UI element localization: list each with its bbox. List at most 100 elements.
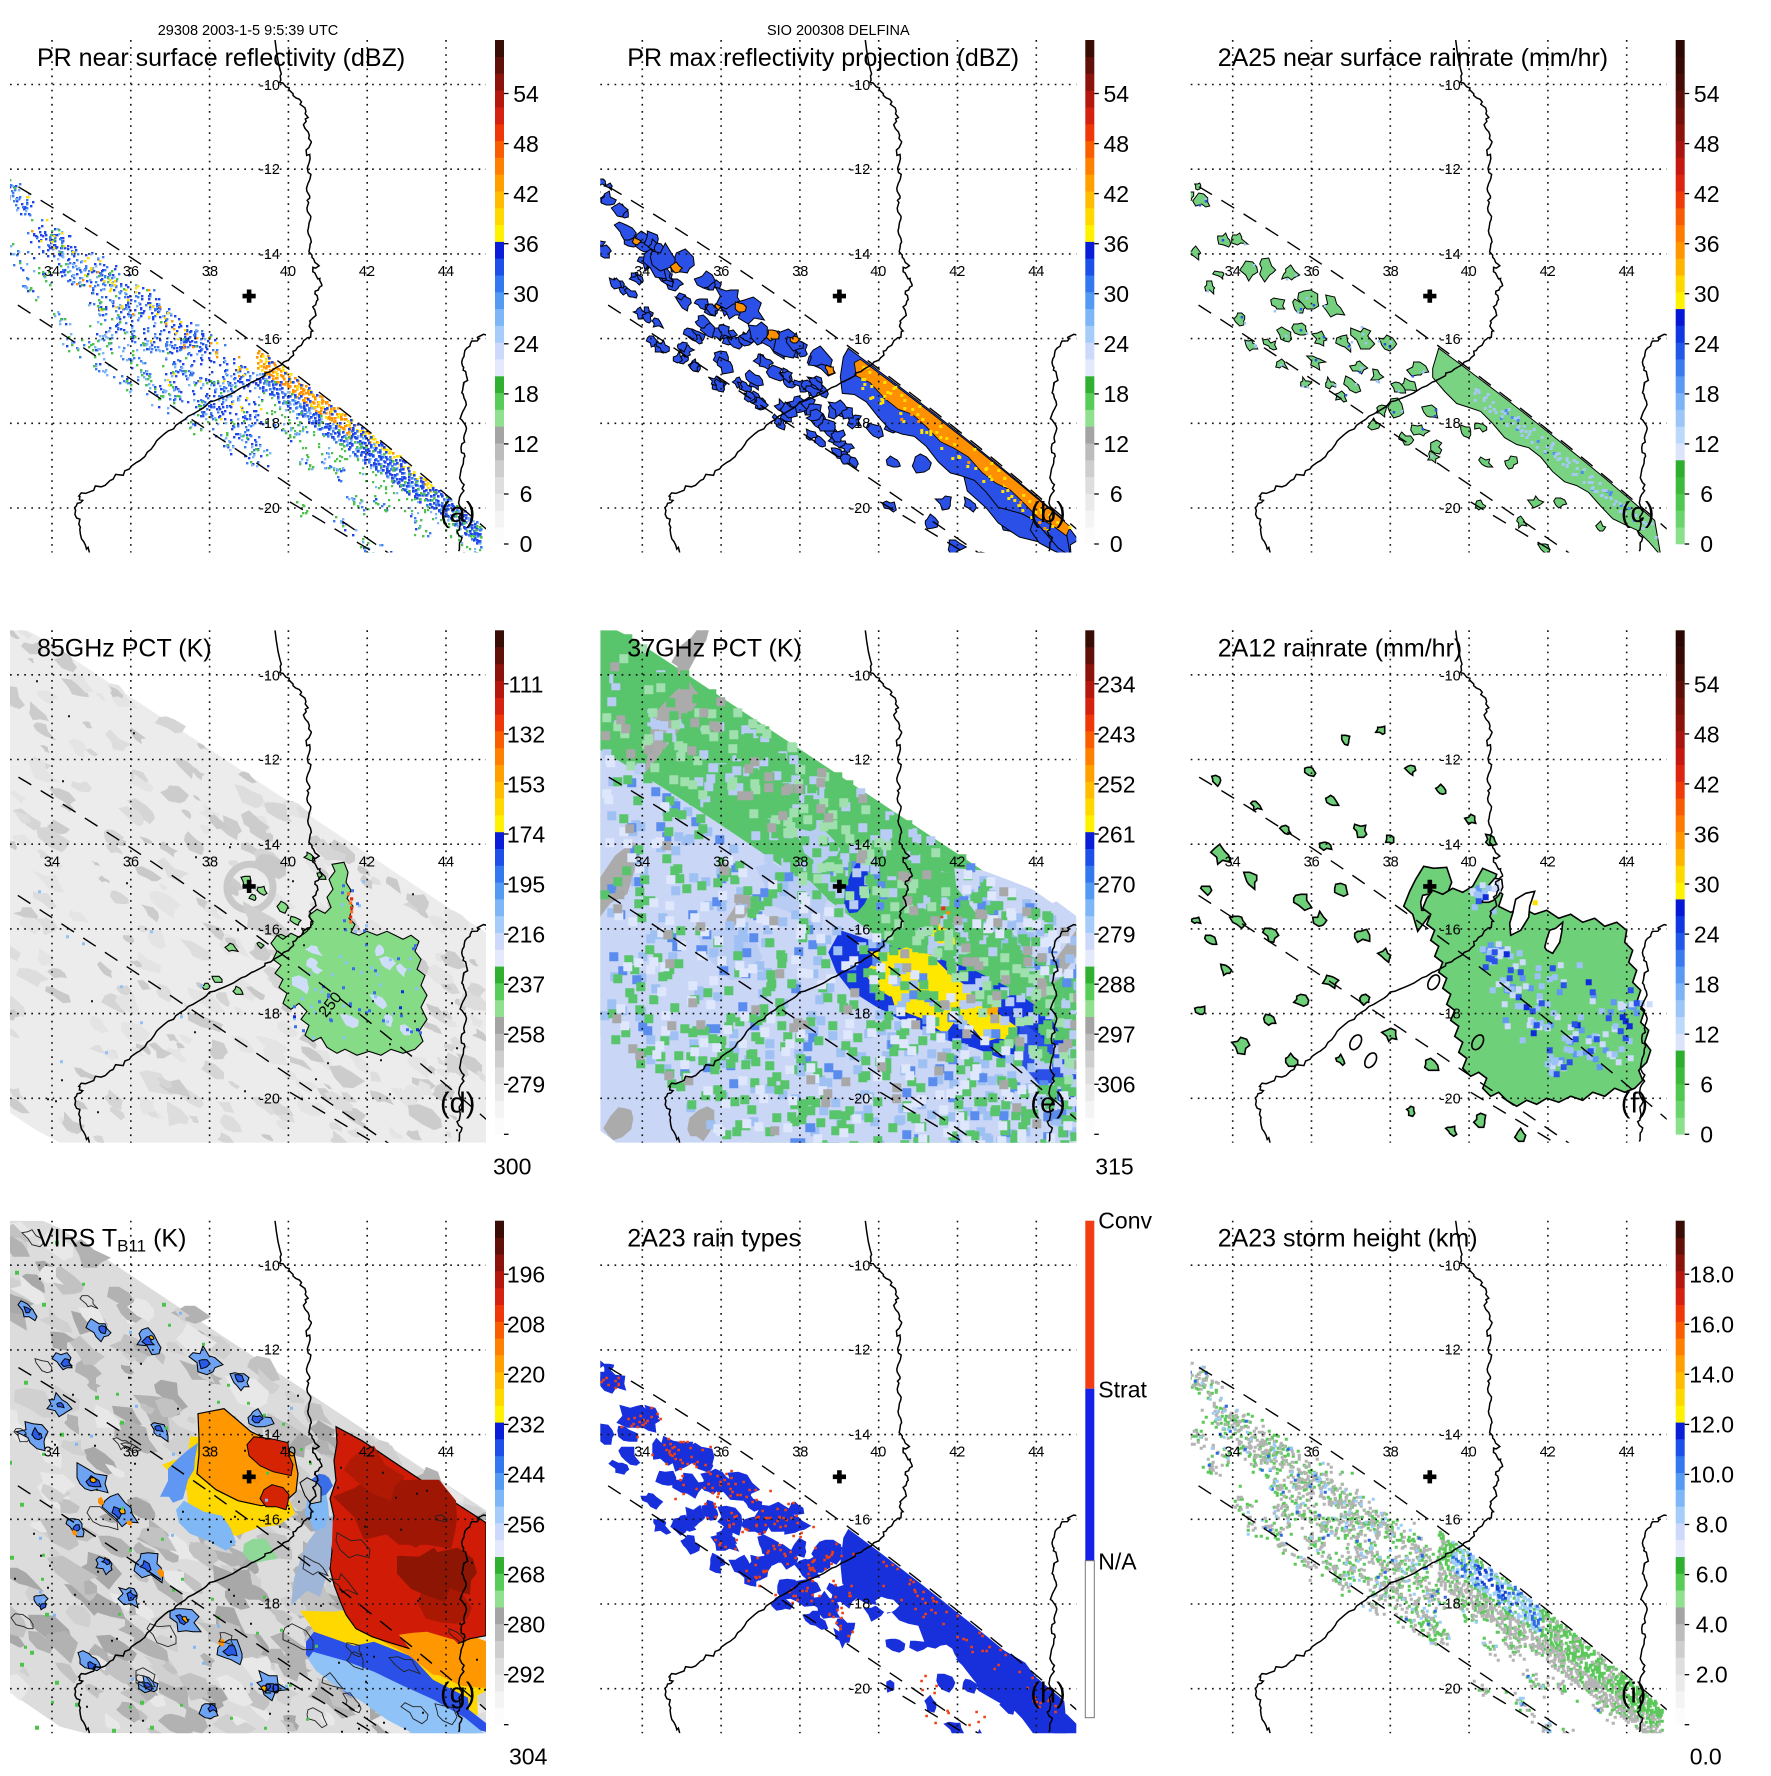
svg-text:18: 18: [513, 381, 539, 407]
svg-text:300: 300: [493, 1153, 531, 1179]
svg-text:280: 280: [507, 1612, 545, 1638]
svg-text:N/A: N/A: [1098, 1549, 1137, 1575]
svg-text:6: 6: [1700, 1071, 1713, 1097]
svg-text:12: 12: [1694, 1021, 1720, 1047]
svg-text:18: 18: [1694, 381, 1720, 407]
svg-text:36: 36: [1694, 231, 1720, 257]
svg-text:37GHz PCT (K): 37GHz PCT (K): [627, 634, 802, 662]
svg-text:(f): (f): [1621, 1087, 1648, 1119]
svg-text:8.0: 8.0: [1696, 1512, 1728, 1538]
svg-text:48: 48: [1104, 131, 1130, 157]
svg-text:252: 252: [1097, 771, 1135, 797]
svg-text:6: 6: [1700, 481, 1713, 507]
svg-text:24: 24: [1694, 921, 1720, 947]
svg-text:85GHz PCT (K): 85GHz PCT (K): [37, 634, 212, 662]
svg-text:216: 216: [507, 921, 545, 947]
svg-text:54: 54: [1104, 81, 1130, 107]
svg-text:(d): (d): [440, 1087, 475, 1119]
svg-text:261: 261: [1097, 821, 1135, 847]
svg-text:24: 24: [1104, 331, 1130, 357]
svg-text:42: 42: [1104, 181, 1130, 207]
svg-text:18: 18: [1694, 971, 1720, 997]
svg-text:48: 48: [1694, 131, 1720, 157]
svg-text:PR max reflectivity projection: PR max reflectivity projection (dBZ): [627, 44, 1019, 72]
svg-text:12.0: 12.0: [1689, 1412, 1734, 1438]
svg-text:12: 12: [513, 431, 539, 457]
svg-text:6: 6: [520, 481, 533, 507]
svg-text:54: 54: [513, 81, 539, 107]
svg-text:36: 36: [513, 231, 539, 257]
svg-text:288: 288: [1097, 971, 1135, 997]
svg-text:258: 258: [507, 1021, 545, 1047]
svg-text:(i): (i): [1621, 1678, 1647, 1710]
svg-text:196: 196: [507, 1262, 545, 1288]
svg-text:16.0: 16.0: [1689, 1312, 1734, 1338]
svg-text:2.0: 2.0: [1696, 1662, 1728, 1688]
svg-text:232: 232: [507, 1412, 545, 1438]
svg-text:24: 24: [513, 331, 539, 357]
svg-text:2A25 near surface rainrate (mm: 2A25 near surface rainrate (mm/hr): [1218, 44, 1608, 72]
svg-text:234: 234: [1097, 671, 1136, 697]
svg-text:304: 304: [509, 1744, 548, 1770]
svg-text:30: 30: [513, 281, 539, 307]
svg-text:279: 279: [1097, 921, 1135, 947]
svg-text:153: 153: [507, 771, 545, 797]
svg-text:2A12 rainrate (mm/hr): 2A12 rainrate (mm/hr): [1218, 634, 1463, 662]
svg-text:10.0: 10.0: [1689, 1462, 1734, 1488]
svg-text:Conv: Conv: [1098, 1208, 1152, 1234]
svg-text:174: 174: [507, 821, 546, 847]
svg-text:36: 36: [1694, 821, 1720, 847]
svg-text:42: 42: [1694, 181, 1720, 207]
svg-text:(e): (e): [1030, 1087, 1065, 1119]
svg-text:244: 244: [507, 1462, 546, 1488]
svg-text:6: 6: [1110, 481, 1123, 507]
svg-text:(c): (c): [1621, 497, 1655, 529]
svg-text:Strat: Strat: [1098, 1377, 1147, 1403]
svg-text:297: 297: [1097, 1021, 1135, 1047]
svg-text:18: 18: [1104, 381, 1130, 407]
svg-text:243: 243: [1097, 721, 1135, 747]
svg-text:279: 279: [507, 1071, 545, 1097]
svg-text:4.0: 4.0: [1696, 1612, 1728, 1638]
svg-text:2A23 rain types: 2A23 rain types: [627, 1225, 801, 1253]
svg-text:0: 0: [520, 531, 533, 557]
svg-text:256: 256: [507, 1512, 545, 1538]
svg-text:6.0: 6.0: [1696, 1562, 1728, 1588]
svg-text:SIO 200308 DELFINA: SIO 200308 DELFINA: [767, 23, 910, 39]
svg-text:(h): (h): [1030, 1678, 1065, 1710]
svg-text:42: 42: [1694, 771, 1720, 797]
svg-text:29308 2003-1-5 9:5:39 UTC: 29308 2003-1-5 9:5:39 UTC: [158, 23, 339, 39]
svg-text:42: 42: [513, 181, 539, 207]
svg-text:111: 111: [509, 671, 544, 697]
svg-text:(a): (a): [440, 497, 475, 529]
svg-text:306: 306: [1097, 1071, 1135, 1097]
svg-text:12: 12: [1104, 431, 1130, 457]
svg-text:292: 292: [507, 1662, 545, 1688]
svg-text:VIRS TB11 (K): VIRS TB11 (K): [37, 1225, 186, 1256]
svg-text:48: 48: [1694, 721, 1720, 747]
svg-text:0: 0: [1700, 1121, 1713, 1147]
svg-text:237: 237: [507, 971, 545, 997]
svg-text:220: 220: [507, 1362, 545, 1388]
svg-text:0: 0: [1110, 531, 1123, 557]
svg-text:(g): (g): [440, 1678, 475, 1710]
svg-text:36: 36: [1104, 231, 1130, 257]
svg-text:270: 270: [1097, 871, 1135, 897]
svg-text:30: 30: [1104, 281, 1130, 307]
svg-text:48: 48: [513, 131, 539, 157]
svg-text:2A23 storm height (km): 2A23 storm height (km): [1218, 1225, 1478, 1253]
svg-text:24: 24: [1694, 331, 1720, 357]
svg-text:14.0: 14.0: [1689, 1362, 1734, 1388]
svg-text:315: 315: [1095, 1153, 1133, 1179]
svg-text:18.0: 18.0: [1689, 1262, 1734, 1288]
svg-text:268: 268: [507, 1562, 545, 1588]
svg-text:PR near surface reflectivity (: PR near surface reflectivity (dBZ): [37, 44, 405, 72]
svg-text:30: 30: [1694, 281, 1720, 307]
svg-text:0.0: 0.0: [1690, 1744, 1722, 1770]
svg-text:0: 0: [1700, 531, 1713, 557]
svg-text:(b): (b): [1030, 497, 1065, 529]
svg-text:54: 54: [1694, 81, 1720, 107]
svg-text:30: 30: [1694, 871, 1720, 897]
svg-text:132: 132: [507, 721, 545, 747]
svg-text:12: 12: [1694, 431, 1720, 457]
